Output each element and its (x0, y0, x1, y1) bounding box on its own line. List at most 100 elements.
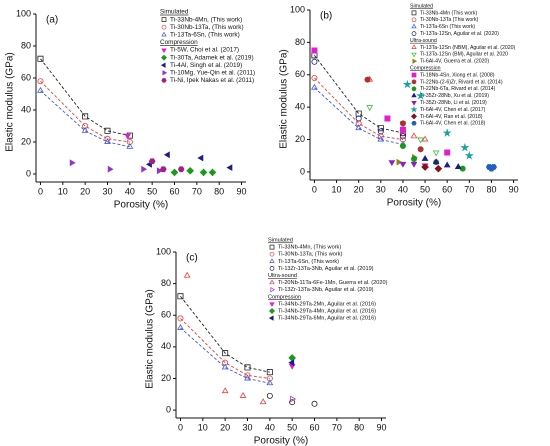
legend-marker (161, 17, 167, 22)
legend-label: Ti-6Al-4V, Chen et al. (2017) (420, 107, 486, 113)
data-point (444, 149, 451, 156)
data-point (460, 142, 470, 152)
legend-label: Ti-Ni, Ipek Nakas et al. (2011) (170, 77, 254, 84)
x-tick-label: 60 (170, 186, 180, 196)
data-point (399, 136, 406, 143)
legend-label: Ti-6Al-4V, Chen et al. (2018) (420, 121, 486, 127)
legend-marker (161, 78, 167, 83)
data-point (402, 79, 412, 89)
legend-label: Ti-13Ta-6Sn, (This work) (170, 31, 240, 38)
x-tick-label: 70 (192, 186, 202, 196)
x-tick-label: 10 (332, 184, 342, 194)
y-tick-label: 0 (300, 166, 305, 176)
legend-label: Ti-13Ta-12Sn, Aguilar et al. (2020) (420, 31, 499, 37)
data-point (421, 163, 429, 171)
data-point (244, 374, 251, 381)
data-point (199, 168, 208, 177)
y-tick-label: 80 (161, 278, 171, 288)
data-point (104, 138, 111, 144)
legend-marker (269, 279, 275, 285)
y-tick-label: 20 (21, 136, 31, 146)
legend-marker (269, 251, 275, 257)
legend-marker (268, 315, 274, 321)
legend-group-title: Compression (268, 294, 301, 300)
data-point (399, 133, 406, 140)
data-point (355, 120, 362, 127)
x-axis-label: Porosity (%) (387, 198, 441, 209)
x-tick-label: 20 (80, 186, 90, 196)
legend-marker (269, 244, 275, 250)
data-point (156, 167, 163, 175)
legend-marker (160, 62, 166, 68)
data-point (399, 120, 406, 127)
legend-label: Ti-35Zr-28Nb, Li et al. (2019) (420, 100, 487, 106)
data-point (197, 154, 204, 162)
fit-line (180, 295, 270, 373)
legend-marker (411, 92, 417, 98)
fit-line (180, 318, 270, 379)
data-point (148, 158, 156, 165)
data-point (141, 165, 148, 173)
data-point (432, 150, 440, 157)
data-point (82, 113, 89, 120)
data-point (288, 359, 295, 367)
data-point (177, 323, 184, 330)
x-tick-label: 10 (198, 422, 208, 432)
data-point (266, 369, 273, 376)
legend-label: Ti-6Al-4V, Ran et al. (2018) (420, 114, 483, 120)
data-point (69, 159, 76, 167)
data-point (464, 151, 474, 160)
legend-marker (411, 101, 417, 106)
y-tick-label: 100 (156, 246, 171, 256)
legend-label: Ti-13Zr-13Ta-3Nb, Aguilar et al. (2019) (278, 266, 374, 272)
y-tick-label: 40 (295, 102, 305, 112)
legend-marker (411, 31, 417, 36)
data-point (417, 146, 424, 153)
legend-marker (269, 302, 275, 307)
panel-label: (b) (320, 11, 332, 22)
x-tick-label: 30 (102, 186, 112, 196)
data-point (208, 168, 217, 177)
data-point (399, 143, 406, 149)
data-point (434, 164, 443, 173)
y-tick-label: 80 (21, 40, 31, 50)
y-tick-label: 0 (26, 168, 31, 178)
fit-line (180, 327, 270, 384)
y-tick-label: 20 (295, 134, 305, 144)
x-tick-label: 0 (312, 184, 317, 194)
legend-marker (269, 266, 275, 271)
legend-label: Ti-34Nb-29Ta-4Mn, Aguilar et al. (2016) (278, 308, 376, 314)
x-tick-label: 20 (354, 184, 364, 194)
data-point (442, 128, 452, 137)
x-tick-label: 50 (147, 186, 157, 196)
data-point (364, 76, 371, 83)
legend-marker (161, 24, 167, 30)
panel: 0 10 20 30 40 50 60 70 80 90 0 20 40 60 80 100 Porosity … (5, 8, 256, 210)
legend-label: Ti-13Ta-6Sn, (This work) (278, 259, 339, 265)
x-tick-label: 50 (420, 184, 430, 194)
panel: 0 10 20 30 40 50 60 70 80 90 0 20 40 60 80 100 Porosity … (145, 237, 388, 446)
data-point (82, 123, 89, 129)
y-axis-label: Elastic modulus (GPa) (145, 289, 156, 388)
x-tick-label: 90 (509, 184, 519, 194)
legend-marker (411, 121, 417, 126)
legend-marker (269, 258, 275, 263)
legend-marker (161, 48, 167, 54)
data-point (183, 271, 191, 278)
legend-marker (410, 105, 418, 113)
legend-group-title: Ultra-sound (410, 38, 437, 44)
legend-marker (162, 70, 168, 76)
data-point (124, 133, 131, 140)
legend-marker (412, 58, 418, 64)
panel: 0 10 20 30 40 50 60 70 80 90 0 20 40 60 80 100 Porosity … (279, 3, 519, 208)
legend-group-title: Compression (160, 39, 198, 46)
legend-group-title: Simulated (268, 237, 293, 243)
data-point (244, 364, 251, 371)
panel-label: (c) (186, 253, 198, 264)
data-point (160, 166, 167, 173)
data-point (177, 293, 184, 300)
data-point (81, 126, 89, 133)
data-point (311, 75, 318, 81)
legend-group-title: Compression (410, 65, 441, 71)
data-point (126, 142, 134, 149)
